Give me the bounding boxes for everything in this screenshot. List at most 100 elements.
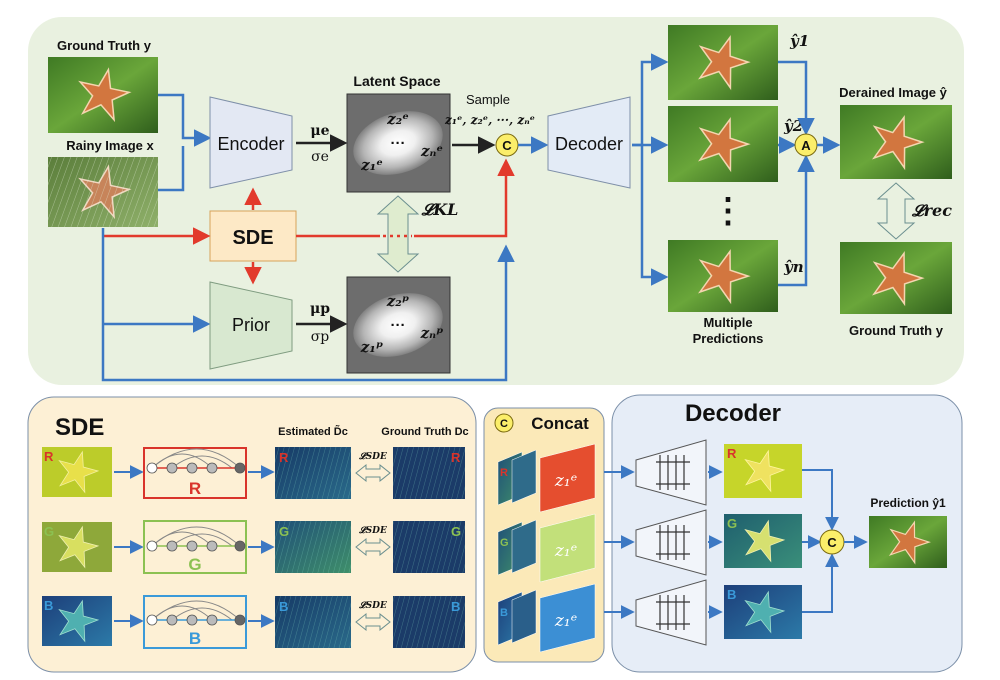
sde-gt-g-letter: G [451, 524, 461, 539]
decoder-row-g: G [604, 509, 802, 576]
decoder-concat-node-label: C [827, 535, 837, 550]
sample-terms: z₁ᵉ, z₂ᵉ, ···, zₙᵉ [444, 113, 535, 127]
sde-loss-b-label: 𝓛SDE [358, 601, 387, 611]
sde-loss-r-arrow [355, 463, 391, 483]
multiple-predictions-line2: Predictions [693, 331, 764, 346]
decoder-b-to-concat-arrow [802, 553, 839, 613]
y-hat-1-label: ŷ1 [789, 32, 809, 50]
decoder-mini-b [635, 579, 707, 646]
sde-loss-g-label: 𝓛SDE [358, 526, 387, 536]
sde-row-r: R R R 𝓛SDE R [42, 446, 465, 499]
kl-double-arrow [376, 195, 420, 273]
decoder-r-to-concat-arrow [802, 469, 839, 531]
sde-row-b-letter: B [44, 598, 53, 613]
rainy-image-label: Rainy Image x [66, 138, 154, 153]
prior-label: Prior [232, 315, 270, 335]
decoder-mini-g [635, 509, 707, 576]
rec-loss-label: 𝓛rec [911, 201, 952, 220]
concat-r-latent: z₁ᵉ [554, 471, 577, 491]
concat-stack-b: B z₁ᵉ [497, 583, 596, 653]
latent-z1p: z₁ᵖ [360, 338, 384, 356]
sde-estimated-b-letter: B [279, 599, 288, 614]
decoder-r-letter: R [727, 446, 737, 461]
latent-zne: zₙᵉ [420, 142, 443, 160]
sde-gt-r-letter: R [451, 450, 461, 465]
top-panel [28, 17, 964, 385]
sde-gt-b-letter: B [451, 599, 460, 614]
sde-ground-truth-label: Ground Truth Dc [381, 426, 468, 438]
concat-stack-g: G z₁ᵉ [497, 513, 596, 583]
sde-row-g-letter: G [44, 524, 54, 539]
sde-estimated-label: Estimated D̃c [278, 425, 348, 438]
decoder-panel-title: Decoder [685, 400, 781, 427]
prediction-image-n [668, 240, 778, 312]
sde-network-r [143, 447, 247, 499]
latent-znp: zₙᵖ [420, 324, 444, 342]
sde-panel-title: SDE [55, 414, 104, 441]
decoder-row-r: R [604, 439, 802, 506]
y-hat-n-label: ŷn [783, 258, 804, 276]
decoder-mini-r [635, 439, 707, 506]
encoder-label: Encoder [217, 134, 284, 154]
ground-truth-image [48, 57, 158, 133]
sde-network-b-letter: B [189, 629, 201, 648]
sde-loss-r-label: 𝓛SDE [358, 452, 387, 462]
decoder-block [547, 96, 631, 189]
decoder-g-letter: G [727, 516, 737, 531]
sde-row-r-letter: R [44, 449, 54, 464]
sde-row-b: B B B 𝓛SDE B [42, 595, 465, 649]
sde-to-concat-arrow-tail [414, 158, 515, 238]
latent-space-prior: z₂ᵖ ··· z₁ᵖ zₙᵖ [346, 276, 451, 374]
kl-loss-label: 𝓛KL [421, 200, 459, 219]
sigma-p-label: σp [311, 329, 330, 345]
ground-truth-bottom-image [840, 242, 952, 314]
rainy-to-encoder-arrow [158, 146, 185, 192]
decoder-b-letter: B [727, 587, 736, 602]
aggregate-node-label: A [801, 138, 811, 153]
pred1-to-aggregate-arrow [778, 60, 815, 136]
latent-dots-p: ··· [391, 317, 406, 334]
ground-truth-label: Ground Truth y [57, 38, 152, 53]
derained-image [840, 105, 952, 179]
latent-z2e: z₂ᵉ [386, 110, 409, 128]
mu-p-label: μp [310, 301, 330, 317]
rec-double-arrow [876, 182, 916, 240]
sde-loss-b-arrow [355, 612, 391, 632]
sde-estimated-r-letter: R [279, 450, 289, 465]
sde-network-r-letter: R [189, 479, 201, 498]
prediction-image-2 [668, 106, 778, 182]
prior-block [209, 281, 293, 370]
sde-network-g-letter: G [188, 555, 201, 574]
concat-b-latent: z₁ᵉ [554, 611, 577, 631]
vertical-dots: ⋮ [711, 192, 745, 230]
mu-e-label: μe [310, 123, 329, 139]
sigma-e-label: σe [311, 149, 329, 165]
decoder-row-b: B [604, 579, 802, 646]
prediction-output-image [869, 515, 947, 568]
gt-to-encoder-arrow [158, 93, 212, 147]
latent-z1e: z₁ᵉ [360, 156, 383, 174]
concat-b-letter: B [500, 607, 508, 619]
latent-z2p: z₂ᵖ [386, 292, 410, 310]
multiple-predictions-line1: Multiple [703, 315, 752, 330]
ground-truth-bottom-label: Ground Truth y [849, 323, 944, 338]
sample-label: Sample [466, 92, 510, 107]
concat-g-latent: z₁ᵉ [554, 541, 577, 561]
concat-r-letter: R [500, 467, 508, 479]
decoder-to-predn-arrow [640, 145, 669, 286]
sde-block [209, 210, 297, 262]
concat-panel-node [494, 413, 514, 433]
rainy-image [48, 157, 158, 227]
sde-row-g: G G G 𝓛SDE G [42, 520, 465, 574]
y-hat-2-label: ŷ2 [783, 117, 803, 135]
concat-panel-node-label: C [500, 418, 508, 430]
sde-loss-g-arrow [355, 537, 391, 557]
decoder-label: Decoder [555, 134, 623, 154]
latent-space-encoder: z₂ᵉ ··· z₁ᵉ zₙᵉ [346, 93, 451, 193]
prediction-image-1 [668, 25, 778, 100]
concat-stack-r: R z₁ᵉ [497, 443, 596, 513]
sde-estimated-g-letter: G [279, 524, 289, 539]
derained-label: Derained Image ŷ [839, 85, 947, 100]
concat-panel-title: Concat [531, 414, 589, 433]
concat-node-top-label: C [502, 138, 512, 153]
